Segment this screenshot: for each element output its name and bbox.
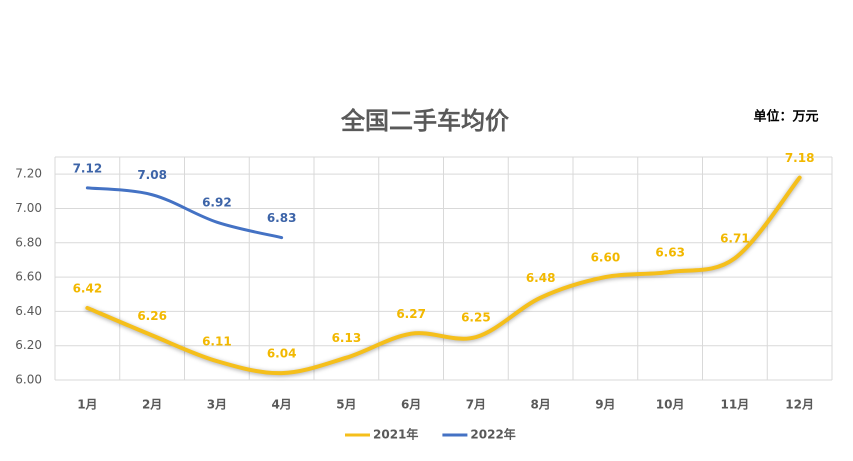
- data-label: 6.42: [73, 281, 103, 295]
- series-line: [85, 175, 802, 376]
- x-tick-label: 10月: [656, 398, 685, 412]
- data-label: 6.04: [267, 347, 297, 361]
- x-tick-label: 8月: [530, 398, 550, 412]
- x-tick-label: 1月: [77, 398, 97, 412]
- y-tick-label: 7.00: [15, 201, 42, 215]
- unit-annotation: 单位：万元: [753, 109, 818, 125]
- data-label: 6.63: [655, 245, 685, 259]
- data-label: 6.48: [526, 271, 556, 285]
- data-label: 6.71: [720, 232, 750, 246]
- data-label: 6.60: [591, 251, 621, 265]
- x-tick-label: 2月: [142, 398, 162, 412]
- x-tick-label: 12月: [785, 398, 814, 412]
- data-label: 6.25: [461, 311, 491, 325]
- data-label: 6.11: [202, 335, 232, 349]
- y-tick-label: 6.60: [15, 270, 42, 284]
- data-label: 6.27: [396, 307, 426, 321]
- series-line: [85, 186, 284, 240]
- x-tick-label: 3月: [207, 398, 227, 412]
- x-tick-label: 11月: [721, 398, 750, 412]
- y-tick-label: 7.20: [15, 167, 42, 181]
- data-label: 6.92: [202, 196, 232, 210]
- legend-label: 2021年: [373, 427, 418, 442]
- y-tick-label: 6.20: [15, 338, 42, 352]
- data-label: 7.12: [73, 161, 103, 175]
- x-tick-label: 6月: [401, 398, 421, 412]
- y-tick-label: 6.00: [15, 373, 42, 387]
- x-tick-label: 4月: [271, 398, 291, 412]
- x-tick-label: 7月: [466, 398, 486, 412]
- y-tick-label: 6.40: [15, 304, 42, 318]
- x-tick-label: 9月: [595, 398, 615, 412]
- y-tick-label: 6.80: [15, 235, 42, 249]
- data-label: 6.83: [267, 211, 297, 225]
- data-label: 7.08: [137, 168, 167, 182]
- x-tick-label: 5月: [336, 398, 356, 412]
- chart-title: 全国二手车均价: [340, 107, 510, 135]
- legend-label: 2022年: [470, 427, 515, 442]
- data-label: 6.13: [332, 331, 362, 345]
- data-label: 6.26: [137, 309, 167, 323]
- data-label: 7.18: [785, 151, 815, 165]
